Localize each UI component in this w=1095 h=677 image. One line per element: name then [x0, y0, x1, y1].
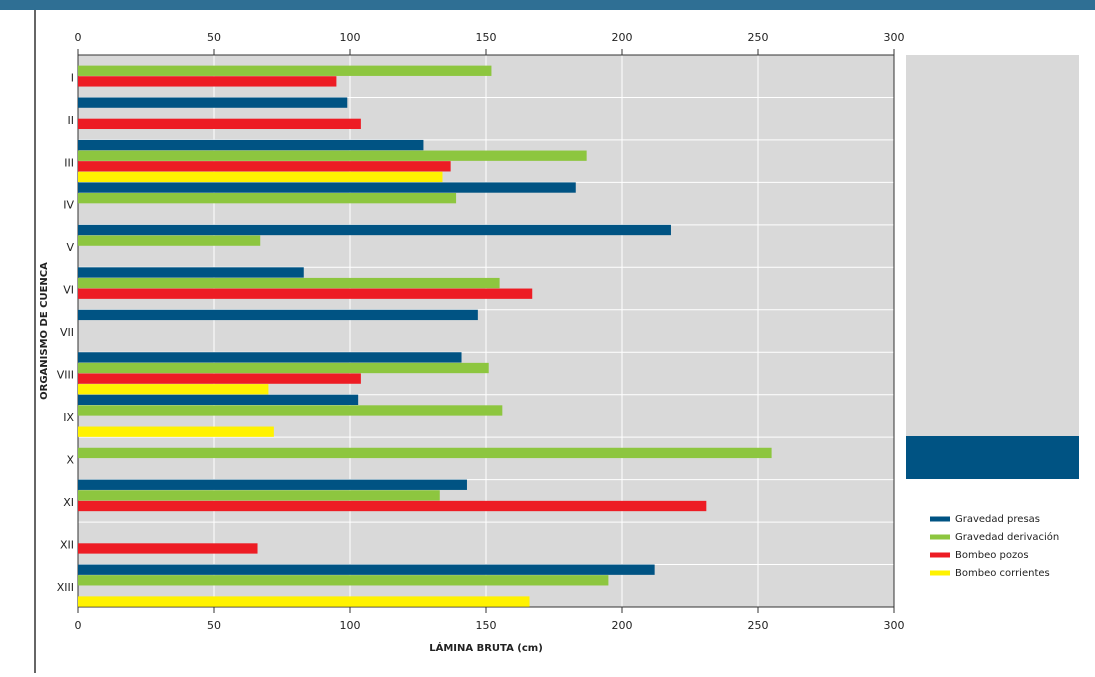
y-tick-label: I [71, 71, 74, 84]
side-panel [906, 55, 1079, 436]
bar [78, 352, 462, 363]
x-tick-label: 0 [75, 31, 82, 44]
side-panel-band [906, 436, 1079, 479]
x-axis-label: LÁMINA BRUTA (cm) [429, 641, 543, 654]
y-tick-label: IX [63, 411, 74, 424]
bar [78, 309, 478, 321]
legend-label: Gravedad derivación [955, 531, 1059, 543]
bar [78, 97, 348, 108]
bar [78, 277, 500, 289]
y-tick-label: XII [60, 538, 74, 551]
bar [78, 65, 492, 76]
bar [78, 575, 609, 586]
bar [78, 76, 337, 87]
y-tick-label: X [66, 454, 74, 467]
x-tick-label: 300 [884, 31, 905, 44]
y-tick-label: IV [63, 199, 74, 212]
bar [78, 500, 707, 512]
legend-swatch [930, 516, 950, 522]
bar [78, 596, 530, 607]
y-tick-label: II [68, 114, 75, 127]
bar [78, 426, 274, 437]
bar [78, 564, 655, 575]
bar [78, 373, 361, 384]
y-tick-label: III [64, 156, 74, 169]
bar [78, 118, 361, 130]
bar [78, 384, 269, 395]
x-tick-label: 50 [207, 31, 221, 44]
x-tick-label: 150 [476, 619, 497, 632]
x-tick-label: 0 [75, 619, 82, 632]
bar [78, 288, 533, 299]
y-tick-label: VIII [57, 369, 74, 382]
x-tick-label: 300 [884, 619, 905, 632]
x-tick-label: 100 [340, 619, 361, 632]
y-tick-label: VI [63, 284, 74, 297]
y-axis-label: ORGANISMO DE CUENCA [39, 262, 50, 400]
x-tick-label: 250 [748, 31, 769, 44]
bar [78, 447, 772, 459]
bar [78, 394, 359, 406]
bar [78, 267, 304, 278]
y-tick-label: V [66, 241, 74, 254]
y-tick-label: XI [63, 496, 74, 509]
bar [78, 224, 671, 236]
legend-label: Bombeo corrientes [955, 568, 1050, 579]
bar [78, 362, 489, 374]
x-tick-label: 250 [748, 619, 769, 632]
x-tick-label: 200 [612, 619, 633, 632]
bar [78, 171, 443, 183]
header-strip [0, 0, 1095, 10]
y-tick-label: VII [60, 326, 74, 339]
bar [78, 161, 451, 172]
bar [78, 479, 467, 490]
bar [78, 150, 587, 161]
x-tick-label: 150 [476, 31, 497, 44]
legend-swatch [930, 570, 950, 576]
y-tick-label: XIII [57, 581, 74, 594]
x-tick-label: 100 [340, 31, 361, 44]
legend-label: Gravedad presas [955, 514, 1040, 525]
bar [78, 139, 424, 151]
bar [78, 405, 503, 416]
bar [78, 543, 258, 554]
legend-swatch [930, 534, 950, 540]
legend-label: Bombeo pozos [955, 550, 1029, 561]
bar [78, 490, 440, 501]
bar [78, 235, 261, 246]
bar [78, 193, 457, 204]
legend-swatch [930, 552, 950, 558]
x-tick-label: 50 [207, 619, 221, 632]
bar [78, 182, 576, 193]
x-tick-label: 200 [612, 31, 633, 44]
